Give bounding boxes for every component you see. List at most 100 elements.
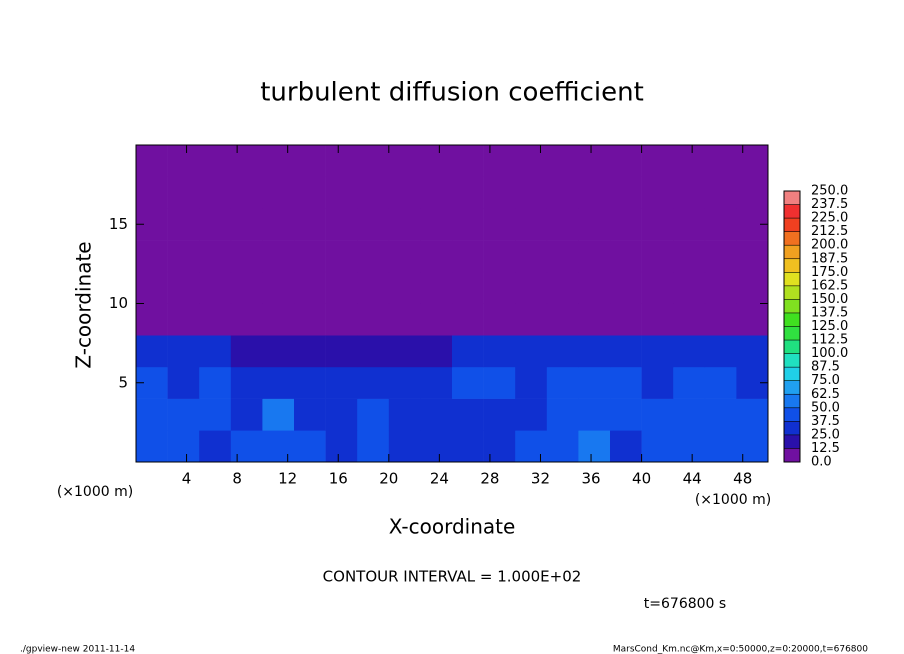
colorbar-band [784, 285, 800, 300]
heat-cell [483, 398, 516, 431]
heat-cell [357, 366, 390, 399]
heat-cell [515, 398, 548, 431]
heat-cell [483, 176, 516, 209]
heat-cell [610, 240, 642, 273]
heat-cell [704, 335, 737, 368]
heat-cell [388, 398, 421, 431]
colorbar-band [784, 231, 800, 246]
heat-cell [230, 208, 263, 241]
y-unit: (×1000 m) [57, 484, 133, 500]
heat-cell [736, 176, 769, 209]
colorbar-band [784, 272, 800, 286]
heat-cell [357, 430, 390, 463]
heat-cell [357, 398, 390, 431]
heat-cell [294, 303, 326, 336]
heat-cell [641, 240, 674, 273]
heat-cell [325, 176, 358, 209]
heat-cell [167, 335, 200, 368]
colorbar-label: 75.0 [811, 373, 840, 388]
heat-cell [515, 366, 548, 399]
heat-cell [230, 398, 263, 431]
heat-cell [515, 430, 548, 463]
heat-cell [736, 145, 769, 177]
heat-cell [452, 145, 484, 177]
heat-cell [610, 271, 642, 304]
heat-cell [262, 303, 295, 336]
heat-cell [136, 271, 168, 304]
heat-cell [167, 240, 200, 273]
heat-cell [294, 271, 326, 304]
heat-cell [230, 176, 263, 209]
heat-cell [673, 303, 706, 336]
heat-cell [294, 208, 326, 241]
heat-cell [578, 176, 611, 209]
colorbar-band [784, 218, 800, 232]
colorbar-label: 187.5 [811, 251, 848, 266]
heat-cell [262, 271, 295, 304]
heat-cell [230, 145, 263, 177]
colorbar-band [784, 204, 800, 219]
heat-cell [578, 335, 611, 368]
colorbar-label: 37.5 [811, 414, 840, 429]
x-tick-label: 48 [733, 470, 752, 488]
heat-cell [199, 271, 232, 304]
heat-cell [515, 240, 548, 273]
heat-cell [357, 208, 390, 241]
colorbar-label: 200.0 [811, 238, 848, 253]
heat-cell [325, 398, 358, 431]
colorbar-label: 237.5 [811, 197, 848, 212]
heat-cell [199, 208, 232, 241]
heat-cell [452, 176, 484, 209]
heat-cell [673, 240, 706, 273]
heat-cell [420, 176, 453, 209]
heat-cell [641, 176, 674, 209]
heat-cell [452, 303, 484, 336]
colorbar-band [784, 191, 800, 205]
colorbar-label: 250.0 [811, 184, 848, 199]
heat-cell [483, 208, 516, 241]
x-tick-label: 16 [329, 470, 348, 488]
heat-cell [294, 398, 326, 431]
x-tick-label: 8 [232, 470, 242, 488]
heat-cell [388, 366, 421, 399]
heat-cell [452, 430, 484, 463]
heat-cell [199, 430, 232, 463]
colorbar-band [784, 353, 800, 368]
heat-cell [325, 366, 358, 399]
x-tick-label: 36 [581, 470, 600, 488]
heat-cell [641, 303, 674, 336]
heat-cell [610, 208, 642, 241]
heat-cell [388, 208, 421, 241]
heat-cell [325, 430, 358, 463]
heat-cell [704, 176, 737, 209]
heat-cell [167, 208, 200, 241]
heat-cell [673, 176, 706, 209]
heat-cell [673, 398, 706, 431]
heat-cell [704, 303, 737, 336]
heat-cell [515, 145, 548, 177]
heat-cell [294, 335, 326, 368]
heat-cell [167, 145, 200, 177]
x-tick-label: 4 [182, 470, 192, 488]
heat-cell [546, 398, 579, 431]
heat-cell [546, 430, 579, 463]
heat-cell [641, 335, 674, 368]
colorbar-band [784, 245, 800, 259]
heat-cell [136, 176, 168, 209]
y-tick-label: 10 [109, 294, 128, 312]
heat-cell [199, 303, 232, 336]
heat-cell [420, 240, 453, 273]
colorbar-band [784, 367, 800, 381]
heat-cell [167, 271, 200, 304]
heat-cell [388, 271, 421, 304]
heat-cell [262, 240, 295, 273]
heat-cell [388, 303, 421, 336]
footer-left: ./gpview-new 2011-11-14 [20, 645, 135, 654]
colorbar-label: 0.0 [811, 455, 832, 470]
heat-cell [199, 366, 232, 399]
heat-cell [294, 176, 326, 209]
x-tick-label: 20 [379, 470, 398, 488]
heat-cell [262, 176, 295, 209]
heat-cell [610, 145, 642, 177]
colorbar-label: 62.5 [811, 387, 840, 402]
